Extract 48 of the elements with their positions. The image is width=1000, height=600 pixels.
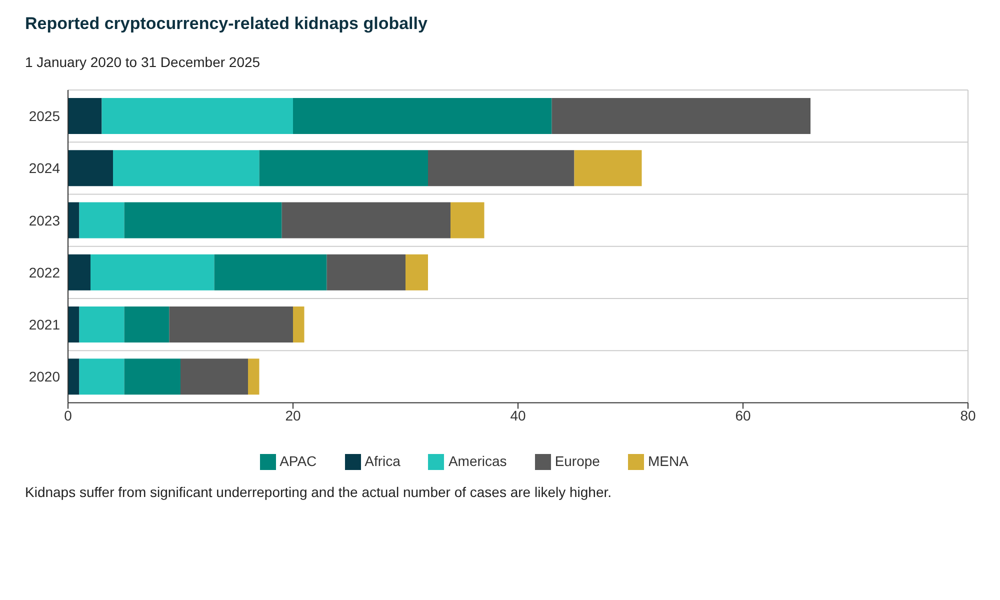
- bar: [282, 202, 450, 238]
- chart-title: Reported cryptocurrency-related kidnaps globally: [25, 14, 428, 34]
- bar: [180, 358, 248, 395]
- bar: [79, 306, 124, 342]
- bar: [113, 150, 260, 186]
- bar: [428, 150, 574, 186]
- chart-subtitle: 1 January 2020 to 31 December 2025: [25, 54, 262, 70]
- bar: [68, 306, 80, 342]
- x-tick-label: 0: [64, 408, 72, 424]
- y-tick-label: 2020: [28, 368, 60, 385]
- bar: [214, 254, 327, 290]
- legend-label: Americas: [448, 452, 507, 469]
- bar: [68, 98, 102, 134]
- bar: [450, 202, 484, 238]
- legend-label: APAC: [280, 452, 317, 469]
- bar: [68, 358, 80, 395]
- x-tick-label: 80: [960, 408, 976, 424]
- legend-label: Africa: [364, 452, 400, 469]
- bar: [124, 306, 170, 342]
- y-tick-label: 2021: [28, 316, 60, 332]
- x-tick-label: 60: [735, 408, 751, 424]
- bar: [259, 150, 428, 186]
- bar: [90, 254, 214, 290]
- y-tick-label: 2023: [28, 212, 60, 228]
- bar: [68, 150, 113, 186]
- x-tick-label: 20: [285, 408, 301, 424]
- y-tick-label: 2025: [28, 108, 60, 124]
- bar: [169, 306, 293, 342]
- legend-label: MENA: [648, 452, 688, 469]
- bar: [293, 306, 304, 342]
- bar: [326, 254, 406, 290]
- x-tick-label: 40: [510, 408, 526, 424]
- bar: [68, 254, 90, 290]
- text: Kidnaps suffer from significant underreporting and the actual number of cases are likely higher.: [25, 484, 613, 500]
- bar: [552, 98, 810, 134]
- bar: [68, 202, 80, 238]
- bar: [124, 358, 180, 395]
- y-tick-label: 2024: [28, 160, 60, 176]
- bar: [406, 254, 428, 290]
- bar: [79, 202, 124, 238]
- bar: [102, 98, 293, 134]
- bar: [574, 150, 642, 186]
- bar: [248, 358, 260, 395]
- bar: [124, 202, 282, 238]
- bar: [79, 358, 124, 395]
- y-tick-label: 2022: [28, 264, 60, 280]
- legend-label: Europe: [554, 452, 600, 469]
- bar: [293, 98, 552, 134]
